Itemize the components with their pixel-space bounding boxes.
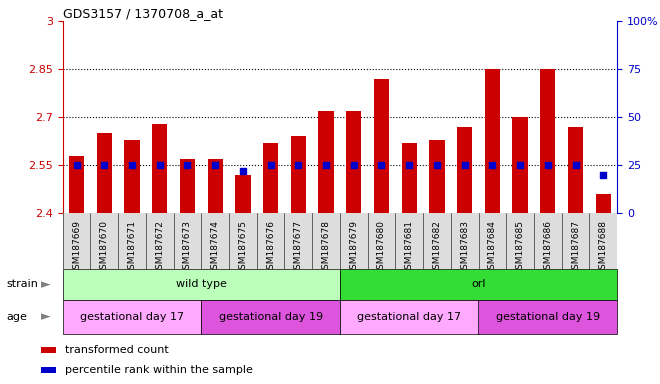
Text: wild type: wild type [176, 279, 227, 289]
Point [570, 162, 581, 168]
Bar [346, 111, 362, 213]
Bar [374, 79, 389, 213]
Bar [568, 127, 583, 213]
Point [432, 162, 442, 168]
Text: gestational day 17: gestational day 17 [80, 312, 184, 322]
Bar [457, 127, 473, 213]
Point [348, 162, 359, 168]
Bar [540, 69, 556, 213]
Bar [69, 156, 84, 213]
Point [459, 162, 470, 168]
Bar [340, 300, 478, 334]
Text: orl: orl [471, 279, 486, 289]
Bar [42, 347, 56, 353]
Bar [512, 117, 528, 213]
Bar [42, 367, 56, 373]
Bar [207, 159, 223, 213]
Text: gestational day 17: gestational day 17 [357, 312, 461, 322]
Bar [63, 300, 201, 334]
Bar [484, 69, 500, 213]
Text: gestational day 19: gestational day 19 [218, 312, 323, 322]
Bar [401, 143, 417, 213]
Bar [124, 139, 140, 213]
Bar [201, 300, 340, 334]
Text: GDS3157 / 1370708_a_at: GDS3157 / 1370708_a_at [63, 7, 222, 20]
Bar [180, 159, 195, 213]
Text: ►: ► [42, 310, 51, 323]
Text: age: age [7, 312, 28, 322]
Bar [96, 133, 112, 213]
Bar [429, 139, 445, 213]
Bar [235, 175, 251, 213]
Text: transformed count: transformed count [65, 345, 169, 355]
Point [210, 162, 220, 168]
Bar [595, 194, 611, 213]
Point [127, 162, 137, 168]
Point [293, 162, 304, 168]
Point [154, 162, 165, 168]
Point [99, 162, 110, 168]
Bar [263, 143, 279, 213]
Point [598, 172, 609, 178]
Point [543, 162, 553, 168]
Point [71, 162, 82, 168]
Point [321, 162, 331, 168]
Text: ►: ► [42, 278, 51, 291]
Text: strain: strain [7, 279, 38, 289]
Text: gestational day 19: gestational day 19 [496, 312, 600, 322]
Point [376, 162, 387, 168]
Point [238, 168, 248, 174]
Bar [290, 136, 306, 213]
Point [515, 162, 525, 168]
Point [404, 162, 414, 168]
Bar [318, 111, 334, 213]
Bar [340, 269, 617, 300]
Bar [63, 269, 340, 300]
Point [182, 162, 193, 168]
Text: percentile rank within the sample: percentile rank within the sample [65, 365, 253, 375]
Bar [152, 124, 168, 213]
Point [487, 162, 498, 168]
Bar [478, 300, 617, 334]
Point [265, 162, 276, 168]
